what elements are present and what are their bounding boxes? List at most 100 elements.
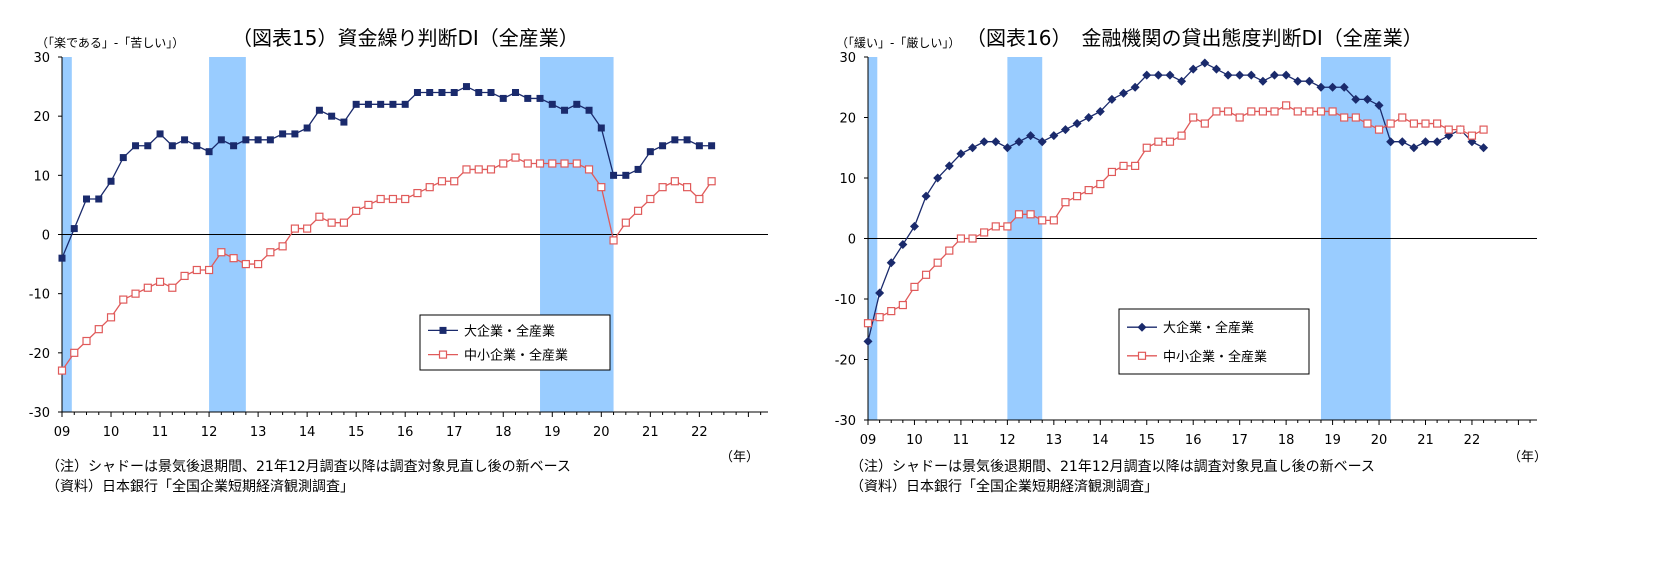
data-point xyxy=(1374,125,1384,134)
data-point xyxy=(1072,192,1082,201)
chart-title: （図表16） 金融機関の貸出態度判断DI（全産業） xyxy=(966,26,1423,50)
data-point xyxy=(670,177,679,186)
legend-label: 大企業・全産業 xyxy=(464,323,555,339)
data-point xyxy=(898,300,907,310)
y-tick-label: -20 xyxy=(29,347,50,362)
x-tick-label: 17 xyxy=(446,425,463,440)
data-point xyxy=(340,118,348,126)
data-point xyxy=(1386,137,1396,147)
data-point xyxy=(1014,137,1024,147)
data-point xyxy=(707,177,716,186)
data-point xyxy=(82,336,91,346)
data-point xyxy=(634,165,642,173)
data-point xyxy=(585,106,593,114)
data-point xyxy=(1038,216,1047,225)
data-point xyxy=(991,222,1000,231)
series-line xyxy=(61,156,713,371)
data-point xyxy=(290,224,299,233)
data-point xyxy=(898,240,908,250)
x-tick-label: 13 xyxy=(250,425,267,440)
data-point xyxy=(315,106,323,114)
data-point xyxy=(278,242,287,251)
data-point xyxy=(991,137,1001,147)
data-point xyxy=(217,248,226,257)
data-point xyxy=(1026,210,1035,219)
data-point xyxy=(910,282,919,291)
data-point xyxy=(1189,113,1198,122)
data-point xyxy=(1363,119,1372,128)
data-point xyxy=(1037,137,1047,147)
data-point xyxy=(155,277,165,286)
data-point xyxy=(1293,107,1302,116)
data-point xyxy=(1374,100,1384,110)
data-point xyxy=(1060,125,1070,135)
data-point xyxy=(524,94,532,102)
data-point xyxy=(980,228,989,237)
data-point xyxy=(560,159,569,168)
data-point xyxy=(968,143,978,153)
data-point xyxy=(1398,113,1407,122)
data-point xyxy=(119,295,128,304)
x-tick-label: 19 xyxy=(1324,433,1341,448)
data-point xyxy=(683,136,691,144)
x-tick-label: 11 xyxy=(152,425,169,440)
data-point xyxy=(291,130,299,138)
data-point xyxy=(303,224,312,233)
data-point xyxy=(315,212,324,221)
data-point xyxy=(389,100,397,108)
data-point xyxy=(1328,82,1338,92)
x-tick-label: 21 xyxy=(1417,433,1434,448)
data-point xyxy=(401,100,409,108)
data-point xyxy=(192,265,201,275)
footnote: （注）シャドーは景気後退期間、21年12月調査以降は調査対象見直し後の新ベース xyxy=(850,459,1375,475)
data-point xyxy=(426,89,434,96)
y-tick-label: 20 xyxy=(33,110,50,125)
y-tick-label: 10 xyxy=(33,169,50,184)
data-point xyxy=(131,289,140,298)
data-point xyxy=(1200,58,1210,68)
x-tick-label: 22 xyxy=(691,425,708,440)
data-point xyxy=(474,165,483,174)
data-point xyxy=(339,218,349,227)
legend-marker xyxy=(1137,351,1147,360)
series-line xyxy=(867,62,1484,342)
data-point xyxy=(1212,107,1221,116)
data-point xyxy=(633,206,643,215)
data-point xyxy=(921,270,931,279)
data-point xyxy=(156,130,164,138)
data-point xyxy=(254,136,262,144)
data-point xyxy=(1107,94,1117,104)
y-tick-label: 30 xyxy=(839,51,856,66)
data-point xyxy=(646,148,654,156)
data-point xyxy=(944,161,954,171)
data-point xyxy=(1119,161,1128,170)
data-point xyxy=(1456,125,1465,134)
data-point xyxy=(933,173,943,183)
data-point xyxy=(1340,113,1349,122)
data-point xyxy=(886,258,896,268)
data-point xyxy=(658,183,667,192)
data-point xyxy=(1142,70,1152,80)
data-point xyxy=(671,136,679,144)
data-point xyxy=(956,149,966,159)
y-tick-label: -20 xyxy=(835,354,856,369)
data-point xyxy=(1188,64,1198,74)
data-point xyxy=(83,195,91,203)
data-point xyxy=(1479,143,1489,153)
x-tick-label: 11 xyxy=(953,433,970,448)
data-point xyxy=(95,195,103,203)
data-point xyxy=(144,142,152,150)
x-tick-label: 18 xyxy=(495,425,512,440)
x-tick-label: 20 xyxy=(593,425,610,440)
data-point xyxy=(1223,70,1233,80)
data-point xyxy=(1014,210,1024,219)
x-tick-label: 17 xyxy=(1231,433,1248,448)
data-point xyxy=(1328,107,1337,116)
data-point xyxy=(58,254,66,262)
data-point xyxy=(204,265,214,275)
y-tick-label: 10 xyxy=(839,172,856,187)
data-point xyxy=(1351,113,1360,122)
x-tick-label: 22 xyxy=(1464,433,1481,448)
data-point xyxy=(377,100,385,108)
x-tick-label: 15 xyxy=(348,425,365,440)
